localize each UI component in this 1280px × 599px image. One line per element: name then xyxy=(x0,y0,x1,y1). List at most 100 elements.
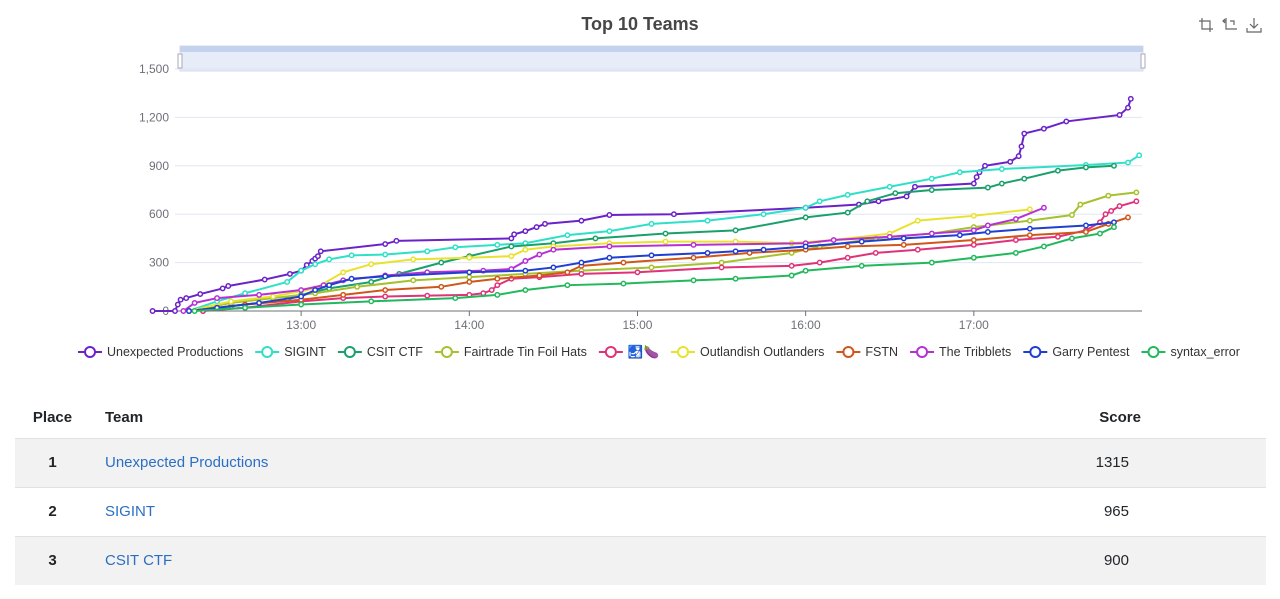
series-point xyxy=(186,308,192,314)
series-point xyxy=(1082,164,1089,171)
legend-label: Outlandish Outlanders xyxy=(700,345,824,359)
series-point xyxy=(368,279,375,285)
series-point xyxy=(326,282,333,289)
series-point xyxy=(382,273,389,280)
series-point xyxy=(900,235,907,242)
series-point xyxy=(928,187,935,193)
series-point xyxy=(1015,153,1022,160)
series-point xyxy=(970,180,977,187)
score-cell: 900 xyxy=(690,535,1266,585)
legend-marker xyxy=(916,346,929,358)
series-point xyxy=(1111,162,1117,169)
series-point xyxy=(382,241,389,247)
series-point xyxy=(718,264,725,271)
series-point xyxy=(149,308,156,314)
series-point xyxy=(522,246,529,253)
series-point xyxy=(802,243,809,250)
series-point xyxy=(1127,95,1134,102)
series-point xyxy=(1082,228,1089,235)
y-tick-label: 600 xyxy=(149,207,169,221)
series-point xyxy=(1125,214,1131,221)
series-point xyxy=(522,287,529,293)
series-point xyxy=(1125,104,1131,111)
series-point xyxy=(662,230,669,237)
series-point xyxy=(858,238,865,245)
series-point xyxy=(648,220,655,227)
series-point xyxy=(886,183,893,190)
series-point xyxy=(928,175,935,182)
series-point xyxy=(550,246,557,253)
series-point xyxy=(284,279,291,285)
series-point xyxy=(592,235,599,242)
series-point xyxy=(368,298,375,305)
series-point xyxy=(606,243,613,250)
series-point xyxy=(844,243,851,250)
legend-label: 🛃🍆 xyxy=(628,344,660,359)
series-point xyxy=(984,222,991,229)
series-line xyxy=(152,98,1132,312)
y-tick-label: 1,500 xyxy=(139,62,169,76)
series-point xyxy=(225,283,232,289)
series-point xyxy=(177,296,184,303)
legend-marker xyxy=(1029,346,1042,358)
series-point xyxy=(900,241,907,248)
series-point xyxy=(270,293,277,300)
series-point xyxy=(410,256,417,263)
series-point xyxy=(214,295,220,302)
series-point xyxy=(466,274,473,281)
series-point xyxy=(956,232,963,239)
series-point xyxy=(542,220,548,227)
series-point xyxy=(816,198,823,205)
team-cell: Unexpected Productions xyxy=(90,437,691,487)
series-point xyxy=(466,254,473,261)
series-point xyxy=(180,308,187,314)
scoreboard-table: Place Team Score 1 Unexpected Production… xyxy=(15,398,1266,585)
series-point xyxy=(256,291,263,298)
zoom-icon[interactable] xyxy=(1198,17,1214,33)
table-header-row: Place Team Score xyxy=(15,398,1266,438)
series-point xyxy=(912,183,918,190)
series-point xyxy=(314,253,321,260)
x-tick-label: 17:00 xyxy=(959,318,989,332)
download-icon[interactable] xyxy=(1246,17,1262,33)
series-point xyxy=(424,248,431,255)
series-point xyxy=(732,248,739,255)
series-point xyxy=(1021,130,1028,137)
series-point xyxy=(578,270,585,277)
series-point xyxy=(1108,208,1115,214)
series-point xyxy=(875,198,882,205)
series-line xyxy=(188,154,1140,312)
zoom-reset-icon[interactable] xyxy=(1222,17,1238,33)
series-point xyxy=(858,262,865,269)
series-point xyxy=(522,267,529,274)
series-point xyxy=(970,241,977,248)
series-point xyxy=(606,254,613,261)
series-point xyxy=(864,198,871,205)
series-point xyxy=(1063,118,1070,125)
team-link[interactable]: CSIT CTF xyxy=(105,552,173,570)
series-point xyxy=(844,191,851,198)
series-point xyxy=(816,259,823,266)
series-point xyxy=(718,259,725,266)
series-point xyxy=(438,259,445,266)
series-point xyxy=(1021,175,1028,182)
series-point xyxy=(690,254,697,261)
x-tick-label: 15:00 xyxy=(622,318,652,332)
series-point xyxy=(522,228,529,235)
series-point xyxy=(348,275,355,282)
series-point xyxy=(788,262,795,269)
series-point xyxy=(242,290,249,297)
legend-marker xyxy=(604,346,617,358)
series-point xyxy=(872,249,879,256)
team-link[interactable]: SIGINT xyxy=(105,503,156,520)
series-point xyxy=(511,231,518,238)
series-point xyxy=(1026,232,1033,239)
series-point xyxy=(286,270,293,277)
chart-title: Top 10 Teams xyxy=(581,14,698,34)
series-point xyxy=(1012,237,1019,243)
team-link[interactable]: Unexpected Productions xyxy=(105,454,269,471)
score-chart: Top 10 Teams 0 300 600 900 1,200 1,500 13:00 14:… xyxy=(78,14,1262,359)
series-point xyxy=(704,249,711,256)
series-point xyxy=(984,228,991,235)
series-point xyxy=(354,283,361,290)
